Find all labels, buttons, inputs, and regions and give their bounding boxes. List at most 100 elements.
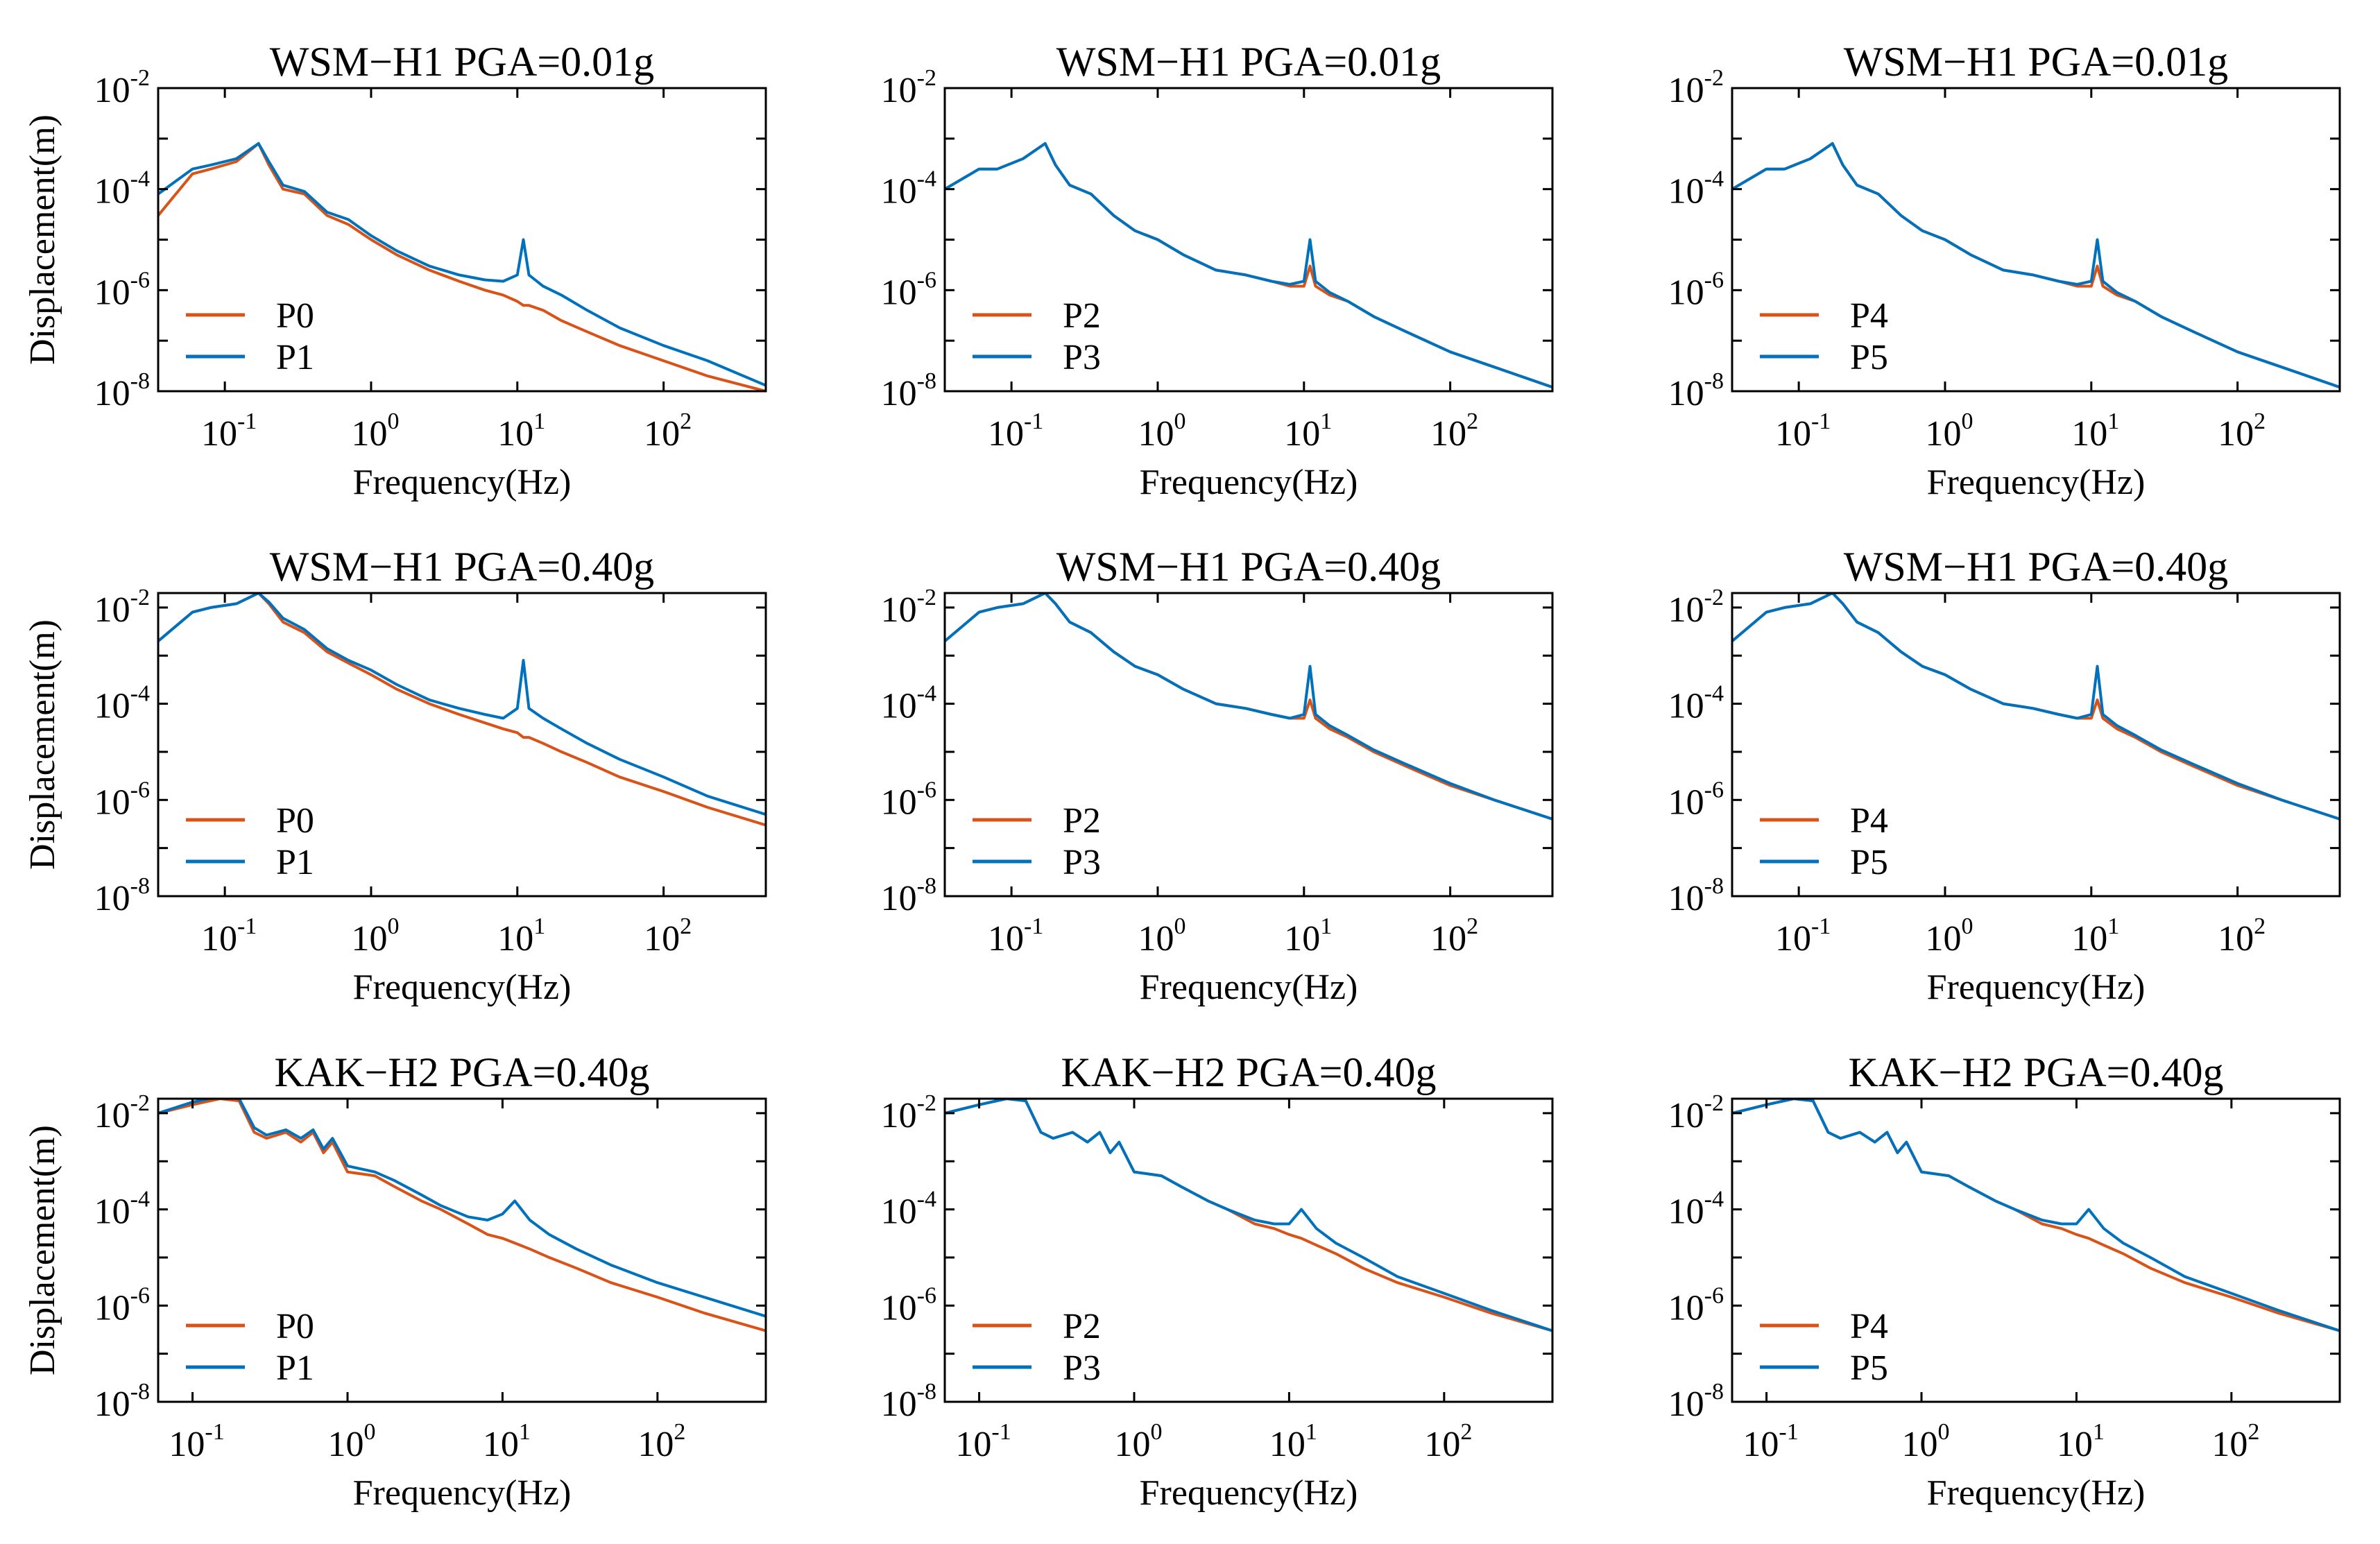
y-tick-label-base: 10 [881, 1384, 917, 1424]
series-line-p3 [945, 141, 1552, 389]
chart-title: WSM−H1 PGA=0.40g [1844, 544, 2228, 590]
y-tick-label: 10-2 [94, 585, 150, 630]
y-tick-label: 10-8 [1668, 368, 1724, 413]
x-tick-label-exponent: 1 [2093, 1419, 2105, 1445]
y-tick-label-exponent: -2 [917, 1090, 936, 1116]
y-tick-label-exponent: -6 [130, 1283, 150, 1308]
x-axis-label: Frequency(Hz) [1927, 968, 2146, 1007]
x-tick-label-exponent: -1 [1811, 409, 1831, 434]
x-tick-label-exponent: 0 [363, 1419, 375, 1445]
x-tick-label-exponent: 0 [1174, 409, 1185, 434]
x-tick-label-exponent: 2 [2248, 1419, 2259, 1445]
plot-area [158, 88, 766, 391]
x-tick-label-base: 10 [497, 414, 533, 454]
y-tick-label: 10-4 [94, 681, 150, 726]
y-tick-label: 10-4 [881, 166, 936, 212]
legend-label-p1: P1 [276, 1348, 314, 1388]
plot-area [945, 1099, 1552, 1402]
y-tick-label-exponent: -4 [917, 681, 936, 707]
x-axis-label: Frequency(Hz) [353, 968, 572, 1007]
y-tick-label-exponent: -4 [917, 166, 936, 192]
y-tick-label-base: 10 [1668, 71, 1704, 110]
y-tick-label-base: 10 [881, 782, 917, 822]
chart-title: WSM−H1 PGA=0.01g [1844, 39, 2228, 85]
series-line-p3 [945, 593, 1552, 821]
plot-area [158, 1099, 766, 1402]
y-tick-label: 10-8 [881, 873, 936, 918]
y-tick-label-exponent: -2 [1704, 1090, 1724, 1116]
x-tick-label-base: 10 [201, 919, 237, 959]
x-tick-label-exponent: 1 [1320, 409, 1332, 434]
legend-label-p3: P3 [1063, 843, 1101, 882]
y-tick-label-base: 10 [94, 782, 130, 822]
y-tick-label-base: 10 [881, 1192, 917, 1232]
y-tick-label: 10-6 [1668, 1283, 1724, 1328]
y-tick-label-exponent: -2 [130, 1090, 150, 1116]
y-tick-label: 10-2 [94, 1090, 150, 1135]
x-tick-label-base: 10 [169, 1425, 205, 1464]
x-tick-label-exponent: 1 [519, 1419, 531, 1445]
y-tick-label: 10-6 [881, 267, 936, 312]
y-tick-label: 10-4 [1668, 681, 1724, 726]
y-tick-label-exponent: -4 [1704, 166, 1724, 192]
axes-box [1731, 592, 2341, 898]
x-tick-label-base: 10 [1925, 414, 1961, 454]
x-tick-label: 101 [2057, 1419, 2105, 1464]
x-tick-label-exponent: 1 [1320, 913, 1332, 939]
legend-label-p4: P4 [1850, 296, 1888, 336]
x-tick-label-base: 10 [2057, 1425, 2093, 1464]
x-tick-label: 101 [1284, 409, 1332, 454]
x-tick-label: 101 [497, 409, 545, 454]
x-tick-label-base: 10 [1743, 1425, 1779, 1464]
x-axis-label: Frequency(Hz) [1927, 463, 2146, 502]
x-tick-label: 101 [2071, 913, 2119, 959]
chart-title: WSM−H1 PGA=0.40g [270, 544, 654, 590]
plot-area [158, 593, 766, 896]
x-axis-label: Frequency(Hz) [1140, 463, 1358, 502]
legend-label-p4: P4 [1850, 1307, 1888, 1346]
x-tick-label-exponent: 1 [2107, 913, 2119, 939]
y-tick-label-base: 10 [94, 687, 130, 726]
x-tick-label-base: 10 [497, 919, 533, 959]
x-axis-label: Frequency(Hz) [1140, 1473, 1358, 1513]
x-tick-label: 100 [1901, 1419, 1949, 1464]
x-tick-label-exponent: 1 [533, 913, 545, 939]
x-tick-label: 102 [1430, 409, 1478, 454]
x-tick-label-base: 10 [1424, 1425, 1460, 1464]
y-tick-label-base: 10 [94, 374, 130, 413]
y-tick-label-exponent: -2 [130, 585, 150, 610]
y-tick-label: 10-4 [94, 1187, 150, 1232]
x-tick-label: 10-1 [1775, 409, 1831, 454]
x-tick-label: 102 [2218, 409, 2266, 454]
y-tick-label-exponent: -8 [917, 873, 936, 899]
y-tick-label-exponent: -2 [917, 585, 936, 610]
y-tick-label-base: 10 [1668, 879, 1704, 918]
plot-area [945, 88, 1552, 391]
x-axis-label: Frequency(Hz) [353, 463, 572, 502]
x-tick-label: 102 [644, 913, 692, 959]
x-tick-label: 100 [327, 1419, 375, 1464]
y-tick-label-exponent: -6 [1704, 777, 1724, 803]
x-tick-label: 100 [1138, 409, 1185, 454]
x-axis-label: Frequency(Hz) [353, 1473, 572, 1513]
x-tick-label-exponent: 0 [1961, 409, 1973, 434]
legend-label-p0: P0 [276, 801, 314, 841]
y-tick-label-exponent: -4 [1704, 1187, 1724, 1212]
legend-label-p3: P3 [1063, 338, 1101, 377]
y-tick-label: 10-2 [1668, 585, 1724, 630]
x-tick-label: 102 [2211, 1419, 2259, 1464]
legend-label-p1: P1 [276, 338, 314, 377]
x-tick-label: 100 [351, 913, 399, 959]
y-tick-label: 10-6 [94, 1283, 150, 1328]
series-line-p5 [1732, 141, 2340, 389]
y-tick-label-exponent: -8 [130, 1379, 150, 1405]
legend-label-p1: P1 [276, 843, 314, 882]
x-tick-label-base: 10 [1430, 414, 1466, 454]
y-tick-label: 10-8 [94, 368, 150, 413]
x-tick-label-exponent: 1 [1305, 1419, 1317, 1445]
y-tick-label-base: 10 [1668, 782, 1704, 822]
y-tick-label: 10-2 [881, 65, 936, 110]
